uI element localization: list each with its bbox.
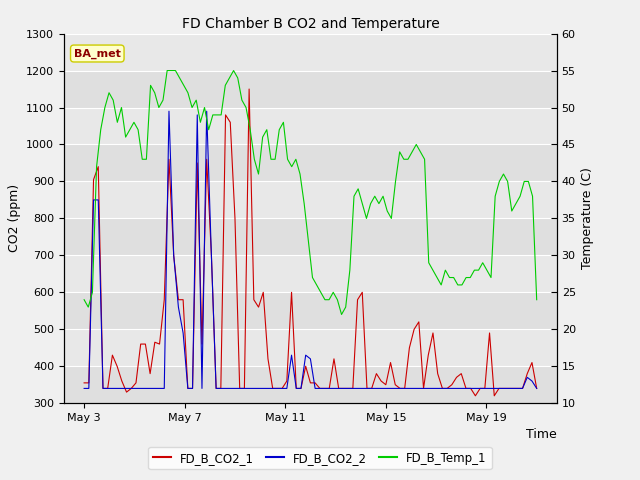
- Bar: [64, 366, 557, 403]
- Bar: [64, 292, 557, 329]
- Y-axis label: CO2 (ppm): CO2 (ppm): [8, 184, 20, 252]
- X-axis label: Time: Time: [526, 429, 557, 442]
- Title: FD Chamber B CO2 and Temperature: FD Chamber B CO2 and Temperature: [182, 17, 439, 31]
- Y-axis label: Temperature (C): Temperature (C): [581, 168, 595, 269]
- Bar: [64, 71, 557, 108]
- Legend: FD_B_CO2_1, FD_B_CO2_2, FD_B_Temp_1: FD_B_CO2_1, FD_B_CO2_2, FD_B_Temp_1: [148, 447, 492, 469]
- Bar: [64, 144, 557, 181]
- Bar: [64, 218, 557, 255]
- Text: BA_met: BA_met: [74, 48, 121, 59]
